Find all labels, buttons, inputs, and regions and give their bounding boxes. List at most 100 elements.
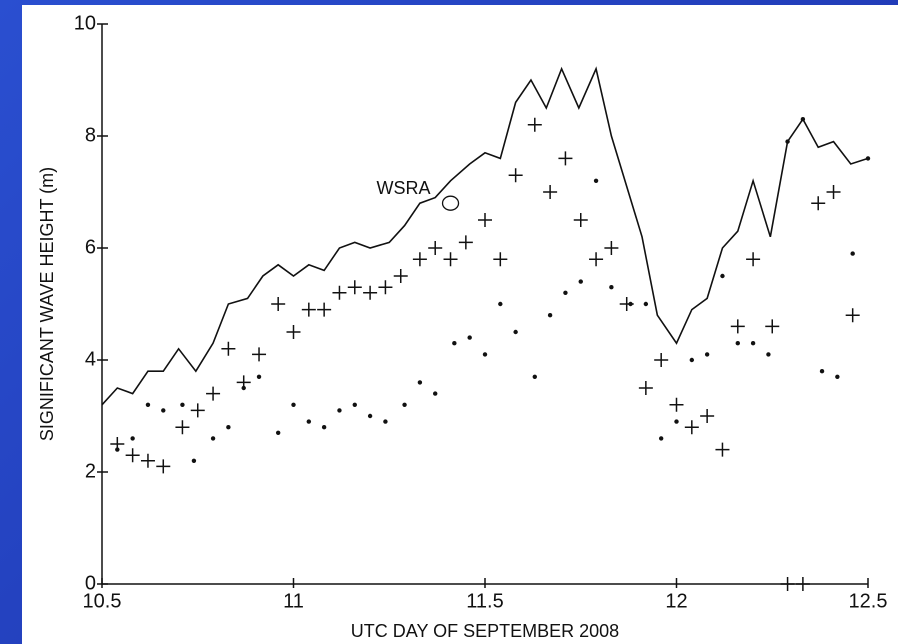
dot-marker [674,419,679,424]
plus-marker [508,168,523,183]
plus-marker [175,420,190,435]
dot-marker [433,391,438,396]
dot-marker [513,329,518,335]
plus-marker [301,302,316,317]
x-tick-label: 10.5 [83,590,122,612]
dot-marker [547,313,553,318]
dot-marker [226,425,231,430]
dot-marker [865,156,871,161]
plus-marker [206,386,221,401]
plus-marker [252,347,267,362]
dot-marker [750,341,756,346]
plus-marker [730,319,745,334]
dot-marker [800,117,806,122]
plus-marker [347,280,362,295]
plus-marker [780,577,795,591]
plus-marker [478,213,492,227]
y-tick-label: 4 [85,348,96,370]
dot-marker [275,430,281,435]
plus-marker [286,325,301,339]
plus-marker [669,397,684,412]
dot-marker [115,447,120,452]
dot-marker [402,402,407,407]
annotation-label: WSRA [377,178,431,198]
annotation-marker [441,195,460,211]
plus-marker [795,577,810,591]
plus-marker [412,252,427,267]
dot-marker [578,279,583,284]
plus-marker [638,381,653,395]
dot-marker [452,341,457,346]
plus-marker [428,241,443,255]
plus-marker [573,213,588,227]
plus-marker [332,285,347,300]
dot-marker [482,352,488,357]
plus-marker [826,185,841,199]
wave-height-line [101,66,869,406]
plus-marker [558,151,573,166]
dot-marker [467,335,472,340]
y-tick-label: 2 [85,460,96,482]
x-axis-label: UTC DAY OF SEPTEMBER 2008 [351,621,619,641]
dot-marker [643,301,649,307]
plus-marker [221,341,236,356]
plus-marker [378,280,393,295]
dot-marker [658,436,664,441]
dot-marker [306,419,312,424]
x-tick-label: 12.5 [849,590,888,612]
dot-marker [835,374,840,379]
x-tick-label: 12 [665,590,687,612]
plus-marker [589,252,604,267]
x-tick-label: 11.5 [466,590,503,612]
dot-marker [609,285,614,290]
plus-marker [654,353,669,367]
dot-marker [628,301,633,307]
y-axis-label: SIGNIFICANT WAVE HEIGHT (m) [37,167,57,441]
plus-marker [746,252,761,267]
plus-marker [190,403,205,418]
plus-marker [393,269,408,283]
plus-marker [493,252,508,267]
plus-marker [363,285,378,300]
dot-marker [321,425,327,430]
slide-panel [22,5,898,644]
plus-marker [684,420,699,435]
dot-marker [161,408,166,413]
plus-marker [125,448,140,463]
y-tick-label: 10 [74,12,96,34]
dot-marker [417,380,423,385]
dot-marker [819,369,825,374]
dot-marker [210,436,216,441]
dot-marker [735,341,740,346]
dot-marker [337,408,342,413]
plus-marker [811,196,826,211]
dot-marker [532,374,537,379]
plus-marker [156,459,171,474]
dot-marker [498,301,503,307]
y-tick-label: 0 [85,572,96,594]
plus-marker [443,252,458,267]
dot-marker [352,402,357,407]
plus-marker [140,453,155,468]
plus-marker [845,308,860,323]
plus-marker [604,241,619,255]
dot-marker [766,352,771,357]
plus-marker [458,235,473,250]
y-tick-label: 8 [85,124,96,146]
dot-marker [180,402,185,407]
plus-marker [543,185,558,199]
plus-marker [527,117,542,132]
dot-marker [191,458,197,463]
dot-marker [291,402,296,407]
dot-marker [720,273,725,279]
dot-marker [367,413,373,419]
dot-marker [241,385,246,391]
dot-marker [593,178,599,183]
dot-marker [850,251,855,256]
y-tick-label: 6 [85,236,96,258]
dot-marker [145,402,151,407]
plus-marker [765,319,780,334]
plus-marker [700,409,715,423]
